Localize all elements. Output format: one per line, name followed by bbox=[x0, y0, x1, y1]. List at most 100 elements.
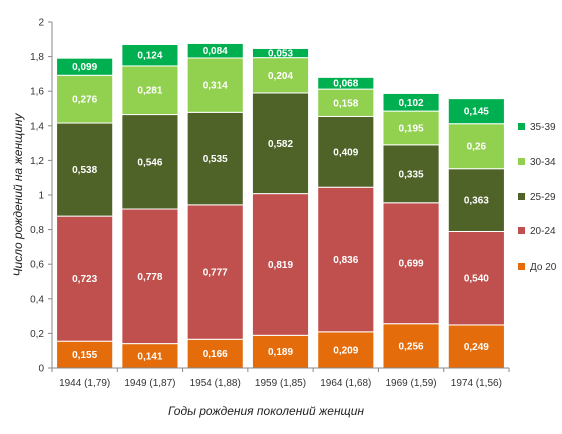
bar-segment bbox=[251, 92, 310, 195]
bar-segment bbox=[56, 340, 114, 369]
bar-segment bbox=[251, 193, 310, 336]
legend-label: 20-24 bbox=[530, 226, 556, 237]
bar-segment bbox=[186, 57, 244, 113]
legend: 35-39 30-34 25-29 20-24 До 20 bbox=[518, 122, 557, 273]
data-label: 0,535 bbox=[203, 154, 228, 165]
y-tick-label: 1,8 bbox=[30, 52, 44, 63]
legend-label: 30-34 bbox=[530, 157, 556, 168]
data-label: 0,141 bbox=[137, 351, 162, 362]
x-axis-label: Годы рождения поколений женщин bbox=[168, 404, 364, 418]
data-label: 0,363 bbox=[464, 196, 489, 207]
legend-swatch bbox=[518, 263, 525, 270]
bar-segment bbox=[186, 338, 244, 369]
bar-stack: 0,155 0,723 0,538 0,276 0,099 bbox=[56, 57, 114, 369]
bar-stack: 0,141 0,778 0,546 0,281 0,124 bbox=[121, 43, 179, 369]
bar-segment bbox=[382, 110, 440, 146]
bar-stack: 0,166 0,777 0,535 0,314 0,084 bbox=[186, 42, 244, 369]
data-label: 0,540 bbox=[464, 274, 489, 285]
data-label: 0,099 bbox=[72, 62, 97, 73]
data-label: 0,166 bbox=[203, 349, 228, 360]
bar-segment bbox=[56, 57, 114, 76]
bar-segment bbox=[447, 98, 505, 125]
data-label: 0,189 bbox=[268, 347, 293, 358]
x-tick-label: 1954 (1,88) bbox=[190, 378, 241, 389]
bar-segment bbox=[447, 324, 505, 369]
bar-segment bbox=[317, 186, 375, 333]
bars: 0,155 0,723 0,538 0,276 0,099 0,141 0,778 0,546… bbox=[56, 42, 505, 369]
data-label: 0,068 bbox=[333, 79, 358, 90]
data-label: 0,084 bbox=[203, 46, 228, 57]
x-tick-label: 1959 (1,85) bbox=[255, 378, 306, 389]
bar-segment bbox=[317, 331, 375, 369]
data-label: 0,281 bbox=[137, 86, 162, 97]
y-tick-label: 1,4 bbox=[30, 121, 44, 132]
data-label: 0,546 bbox=[137, 157, 162, 168]
y-tick-label: 2 bbox=[38, 18, 44, 29]
bar-segment bbox=[382, 92, 440, 112]
legend-swatch bbox=[518, 227, 525, 234]
data-label: 0,204 bbox=[268, 71, 293, 82]
data-label: 0,158 bbox=[333, 98, 358, 109]
data-label: 0,256 bbox=[399, 341, 424, 352]
bar-stack: 0,209 0,836 0,409 0,158 0,068 bbox=[317, 76, 375, 369]
y-tick-label: 1,2 bbox=[30, 156, 44, 167]
data-label: 0,819 bbox=[268, 260, 293, 271]
data-label: 0,155 bbox=[72, 350, 97, 361]
data-label: 0,209 bbox=[333, 345, 358, 356]
data-label: 0,124 bbox=[137, 51, 162, 62]
data-label: 0,276 bbox=[72, 95, 97, 106]
y-axis: 0 0,2 0,4 0,6 0,8 1 1,2 1,4 1,6 1,8 2 bbox=[30, 18, 53, 375]
y-tick-label: 0,2 bbox=[30, 329, 44, 340]
legend-label: До 20 bbox=[530, 262, 557, 273]
data-label: 0,409 bbox=[333, 147, 358, 158]
data-label: 0,777 bbox=[203, 268, 228, 279]
bar-segment bbox=[447, 168, 505, 233]
data-label: 0,102 bbox=[399, 98, 424, 109]
x-tick-label: 1944 (1,79) bbox=[59, 378, 110, 389]
data-label: 0,723 bbox=[72, 274, 97, 285]
data-label: 0,582 bbox=[268, 139, 293, 150]
y-tick-label: 1 bbox=[38, 191, 44, 202]
legend-swatch bbox=[518, 193, 525, 200]
data-label: 0,145 bbox=[464, 107, 489, 118]
bar-segment bbox=[121, 43, 179, 67]
data-label: 0,314 bbox=[203, 81, 228, 92]
bar-segment bbox=[186, 204, 244, 340]
bar-segment bbox=[251, 47, 310, 59]
x-tick-label: 1969 (1,59) bbox=[385, 378, 436, 389]
y-tick-label: 1,6 bbox=[30, 87, 44, 98]
x-tick-label: 1964 (1,68) bbox=[320, 378, 371, 389]
bar-segment bbox=[121, 208, 179, 345]
bar-segment bbox=[186, 42, 244, 59]
y-tick-label: 0,4 bbox=[30, 294, 44, 305]
data-label: 0,836 bbox=[333, 255, 358, 266]
data-label: 0,195 bbox=[399, 123, 424, 134]
y-tick-label: 0,6 bbox=[30, 260, 44, 271]
bar-segment bbox=[251, 57, 310, 94]
data-label: 0,699 bbox=[399, 259, 424, 270]
bar-segment bbox=[186, 111, 244, 206]
bar-segment bbox=[317, 76, 375, 90]
data-label: 0,335 bbox=[399, 169, 424, 180]
legend-label: 25-29 bbox=[530, 192, 556, 203]
bar-stack: 0,249 0,540 0,363 0,26 0,145 bbox=[447, 98, 505, 369]
x-axis: 1944 (1,79) 1949 (1,87) 1954 (1,88) 1959 (1… bbox=[51, 367, 510, 389]
bar-segment bbox=[121, 65, 179, 116]
data-label: 0,26 bbox=[467, 142, 487, 153]
bar-stack: 0,189 0,819 0,582 0,204 0,053 bbox=[251, 47, 310, 369]
y-tick-label: 0,8 bbox=[30, 225, 44, 236]
data-label: 0,249 bbox=[464, 342, 489, 353]
data-label: 0,053 bbox=[268, 49, 293, 60]
bar-segment bbox=[447, 231, 505, 326]
data-label: 0,538 bbox=[72, 165, 97, 176]
bar-stack: 0,256 0,699 0,335 0,195 0,102 bbox=[382, 92, 440, 369]
legend-label: 35-39 bbox=[530, 122, 556, 133]
legend-swatch bbox=[518, 123, 525, 130]
x-tick-label: 1949 (1,87) bbox=[124, 378, 175, 389]
x-tick-label: 1974 (1,56) bbox=[451, 378, 502, 389]
bar-segment bbox=[447, 123, 505, 170]
data-label: 0,778 bbox=[137, 272, 162, 283]
y-axis-label: Число рождений на женщину bbox=[11, 112, 25, 276]
legend-swatch bbox=[518, 158, 525, 165]
